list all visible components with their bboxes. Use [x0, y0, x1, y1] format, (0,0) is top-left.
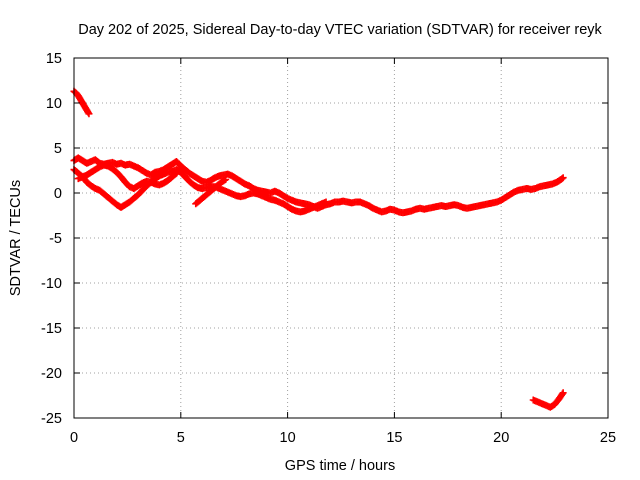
y-tick-label: 10 [46, 96, 62, 112]
y-tick-label: 0 [54, 186, 62, 202]
axis-ticks: 0 5 10 15 20 25 -25 -20 -15 -10 -5 0 5 10 15 [41, 51, 616, 446]
y-tick-label: 15 [46, 51, 62, 67]
data-point [558, 390, 566, 398]
y-tick-label: 5 [54, 141, 62, 157]
data-point [222, 176, 230, 183]
y-tick-label: -15 [41, 321, 62, 337]
x-tick-label: 25 [600, 430, 616, 446]
series-branch-6h [192, 176, 230, 208]
data-point [85, 110, 93, 118]
data-point [322, 198, 330, 206]
y-tick-label: -20 [41, 366, 62, 382]
x-axis-label: GPS time / hours [285, 458, 395, 474]
x-tick-label: 20 [493, 430, 509, 446]
series-main-3 [74, 161, 181, 192]
x-tick-label: 15 [386, 430, 402, 446]
data-point [558, 175, 566, 183]
x-tick-label: 5 [177, 430, 185, 446]
series-main-1 [70, 154, 567, 217]
x-tick-label: 10 [280, 430, 296, 446]
data-point [173, 169, 181, 177]
grid-lines [74, 58, 608, 418]
series-early-high [70, 87, 93, 118]
data-point [171, 170, 179, 178]
series-late-low [529, 389, 567, 411]
data-point [559, 174, 567, 182]
series-main-2 [70, 166, 330, 216]
chart-title: Day 202 of 2025, Sidereal Day-to-day VTE… [78, 22, 602, 38]
y-tick-label: -10 [41, 276, 62, 292]
y-tick-label: -25 [41, 411, 62, 427]
y-axis-label: SDTVAR / TECUs [8, 180, 24, 296]
data-points [70, 87, 567, 411]
data-point [559, 389, 567, 397]
y-tick-label: -5 [49, 231, 62, 247]
x-tick-label: 0 [70, 430, 78, 446]
